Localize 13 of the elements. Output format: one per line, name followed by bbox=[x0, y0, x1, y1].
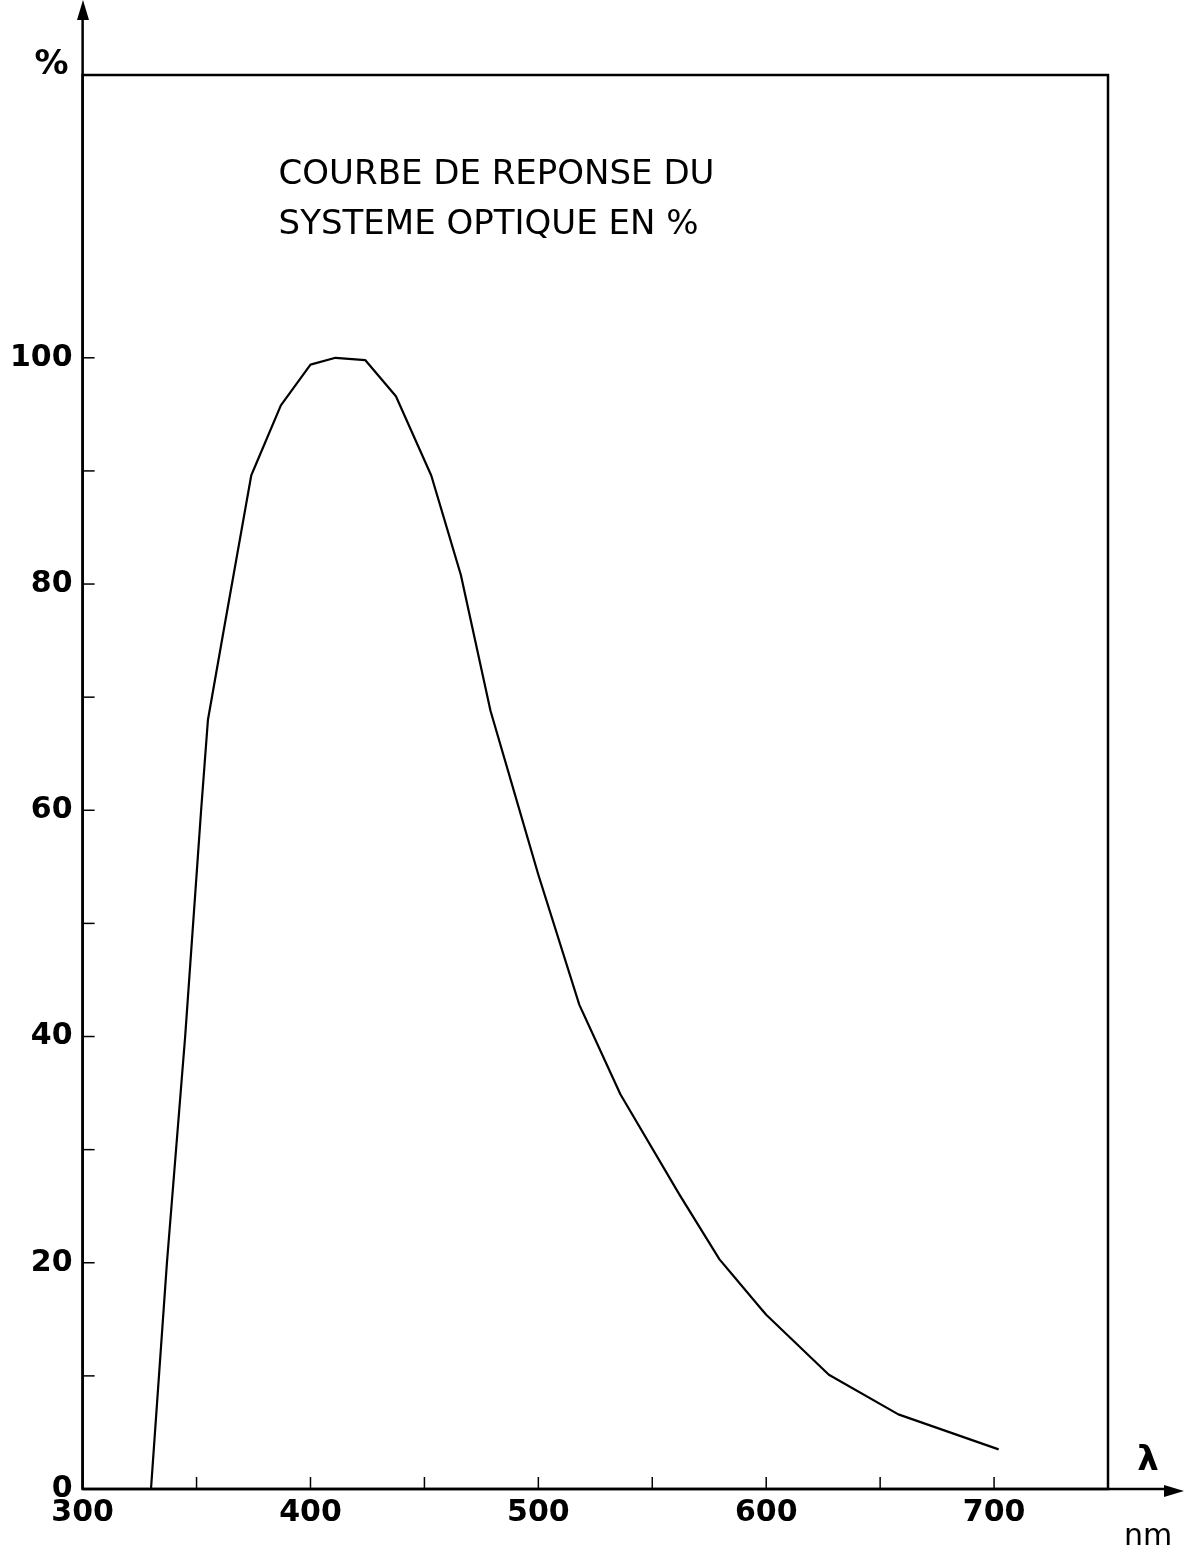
x-tick-label: 500 bbox=[507, 1492, 570, 1528]
y-tick-label: 40 bbox=[30, 1016, 73, 1052]
y-tick-label: 60 bbox=[30, 790, 73, 826]
x-tick-label: 400 bbox=[279, 1492, 342, 1528]
text: COURBE DE REPONSE DU SYSTEME OPTIQUE EN % bbox=[278, 151, 715, 242]
x-tick-label: 700 bbox=[962, 1492, 1026, 1528]
y-axis-title: % bbox=[34, 41, 69, 82]
y-tick-label: 20 bbox=[30, 1242, 73, 1278]
y-tick-label: 100 bbox=[10, 337, 73, 373]
y-tick-label: 80 bbox=[30, 563, 73, 599]
x-tick-label: 600 bbox=[734, 1492, 798, 1528]
x-axis-title: λ bbox=[1137, 1437, 1159, 1478]
text: nm bbox=[1123, 1516, 1173, 1552]
